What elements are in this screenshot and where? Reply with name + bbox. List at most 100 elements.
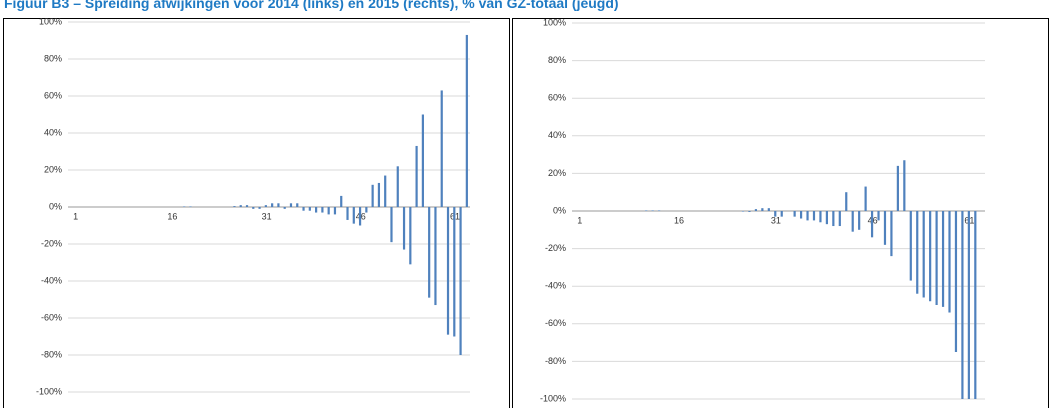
bar: [890, 211, 893, 257]
bar: [421, 114, 424, 207]
bar: [741, 211, 745, 212]
bar: [308, 207, 311, 211]
bar: [658, 210, 661, 211]
y-tick-label: 0%: [49, 201, 62, 211]
bar: [252, 207, 255, 209]
bar: [832, 211, 835, 227]
bar: [819, 211, 822, 223]
y-tick-label: 0%: [553, 205, 566, 215]
bar: [390, 207, 393, 243]
bar: [258, 207, 261, 209]
bar: [183, 206, 186, 207]
bar: [289, 203, 293, 207]
y-tick-label: -60%: [545, 318, 566, 328]
bar: [264, 205, 267, 207]
bar: [948, 211, 951, 313]
y-tick-label: 20%: [548, 168, 566, 178]
bar: [941, 211, 945, 307]
bar: [333, 207, 337, 215]
y-tick-label: 60%: [548, 93, 566, 103]
bar: [903, 160, 906, 211]
bar: [767, 208, 770, 211]
bar: [302, 207, 305, 211]
bar: [870, 211, 874, 238]
bar: [245, 205, 249, 207]
bar: [961, 211, 964, 399]
y-tick-label: -60%: [41, 312, 62, 322]
bar: [453, 207, 456, 337]
bar: [806, 211, 809, 221]
panel-border: [3, 18, 510, 413]
y-tick-label: -20%: [545, 243, 566, 253]
y-tick-label: -40%: [41, 275, 62, 285]
bar: [929, 211, 932, 302]
x-tick-label: 16: [674, 215, 684, 225]
y-tick-label: -100%: [540, 393, 566, 403]
bar: [922, 211, 925, 298]
bar: [774, 211, 777, 217]
bar: [434, 207, 437, 306]
y-tick-label: 80%: [44, 53, 62, 63]
y-tick-label: 100%: [543, 17, 566, 27]
bar: [277, 203, 280, 207]
bar: [858, 211, 861, 230]
bar: [799, 211, 803, 219]
bar: [864, 186, 867, 211]
bar: [321, 207, 324, 213]
x-tick-label: 1: [577, 215, 582, 225]
bar: [296, 203, 299, 207]
bar: [754, 209, 758, 211]
bar: [346, 207, 349, 220]
bar: [793, 211, 796, 217]
bar: [340, 195, 343, 207]
bar: [402, 207, 406, 250]
y-tick-label: 20%: [44, 164, 62, 174]
x-tick-label: 16: [167, 211, 177, 221]
y-tick-label: 40%: [548, 130, 566, 140]
y-tick-label: -80%: [41, 349, 62, 359]
bar: [896, 165, 899, 211]
bar: [283, 207, 286, 209]
bar: [315, 207, 318, 213]
bar: [189, 206, 192, 207]
bar: [459, 207, 462, 355]
bar: [396, 166, 399, 207]
y-tick-label: 100%: [39, 16, 62, 26]
bar: [377, 182, 381, 207]
panel-border: [512, 18, 1049, 413]
bar: [935, 211, 938, 305]
y-tick-label: -40%: [545, 281, 566, 291]
y-tick-label: -20%: [41, 238, 62, 248]
bar: [748, 211, 751, 212]
bar: [651, 210, 654, 211]
bar: [415, 145, 418, 207]
bar: [440, 90, 443, 207]
bar: [761, 208, 764, 211]
y-tick-label: 80%: [548, 55, 566, 65]
figure-title: Figuur B3 – Spreiding afwijkingen voor 2…: [4, 0, 619, 11]
bar: [780, 211, 783, 217]
bar: [428, 207, 431, 298]
bar: [954, 211, 958, 352]
y-tick-label: -80%: [545, 356, 566, 366]
x-tick-label: 1: [73, 211, 78, 221]
bar: [967, 211, 970, 399]
bar: [358, 207, 362, 226]
bar: [409, 207, 412, 265]
bar: [271, 203, 274, 207]
y-tick-label: 60%: [44, 90, 62, 100]
bar: [916, 211, 919, 294]
bar: [371, 184, 374, 207]
bar: [838, 211, 841, 227]
bar: [446, 207, 450, 335]
bar: [812, 211, 816, 221]
bar: [845, 192, 848, 211]
bar: [909, 211, 912, 281]
x-tick-label: 31: [771, 215, 781, 225]
bar: [825, 211, 828, 225]
bar: [352, 207, 355, 224]
bar: [877, 211, 880, 221]
bar: [365, 207, 368, 213]
bar: [327, 207, 330, 215]
